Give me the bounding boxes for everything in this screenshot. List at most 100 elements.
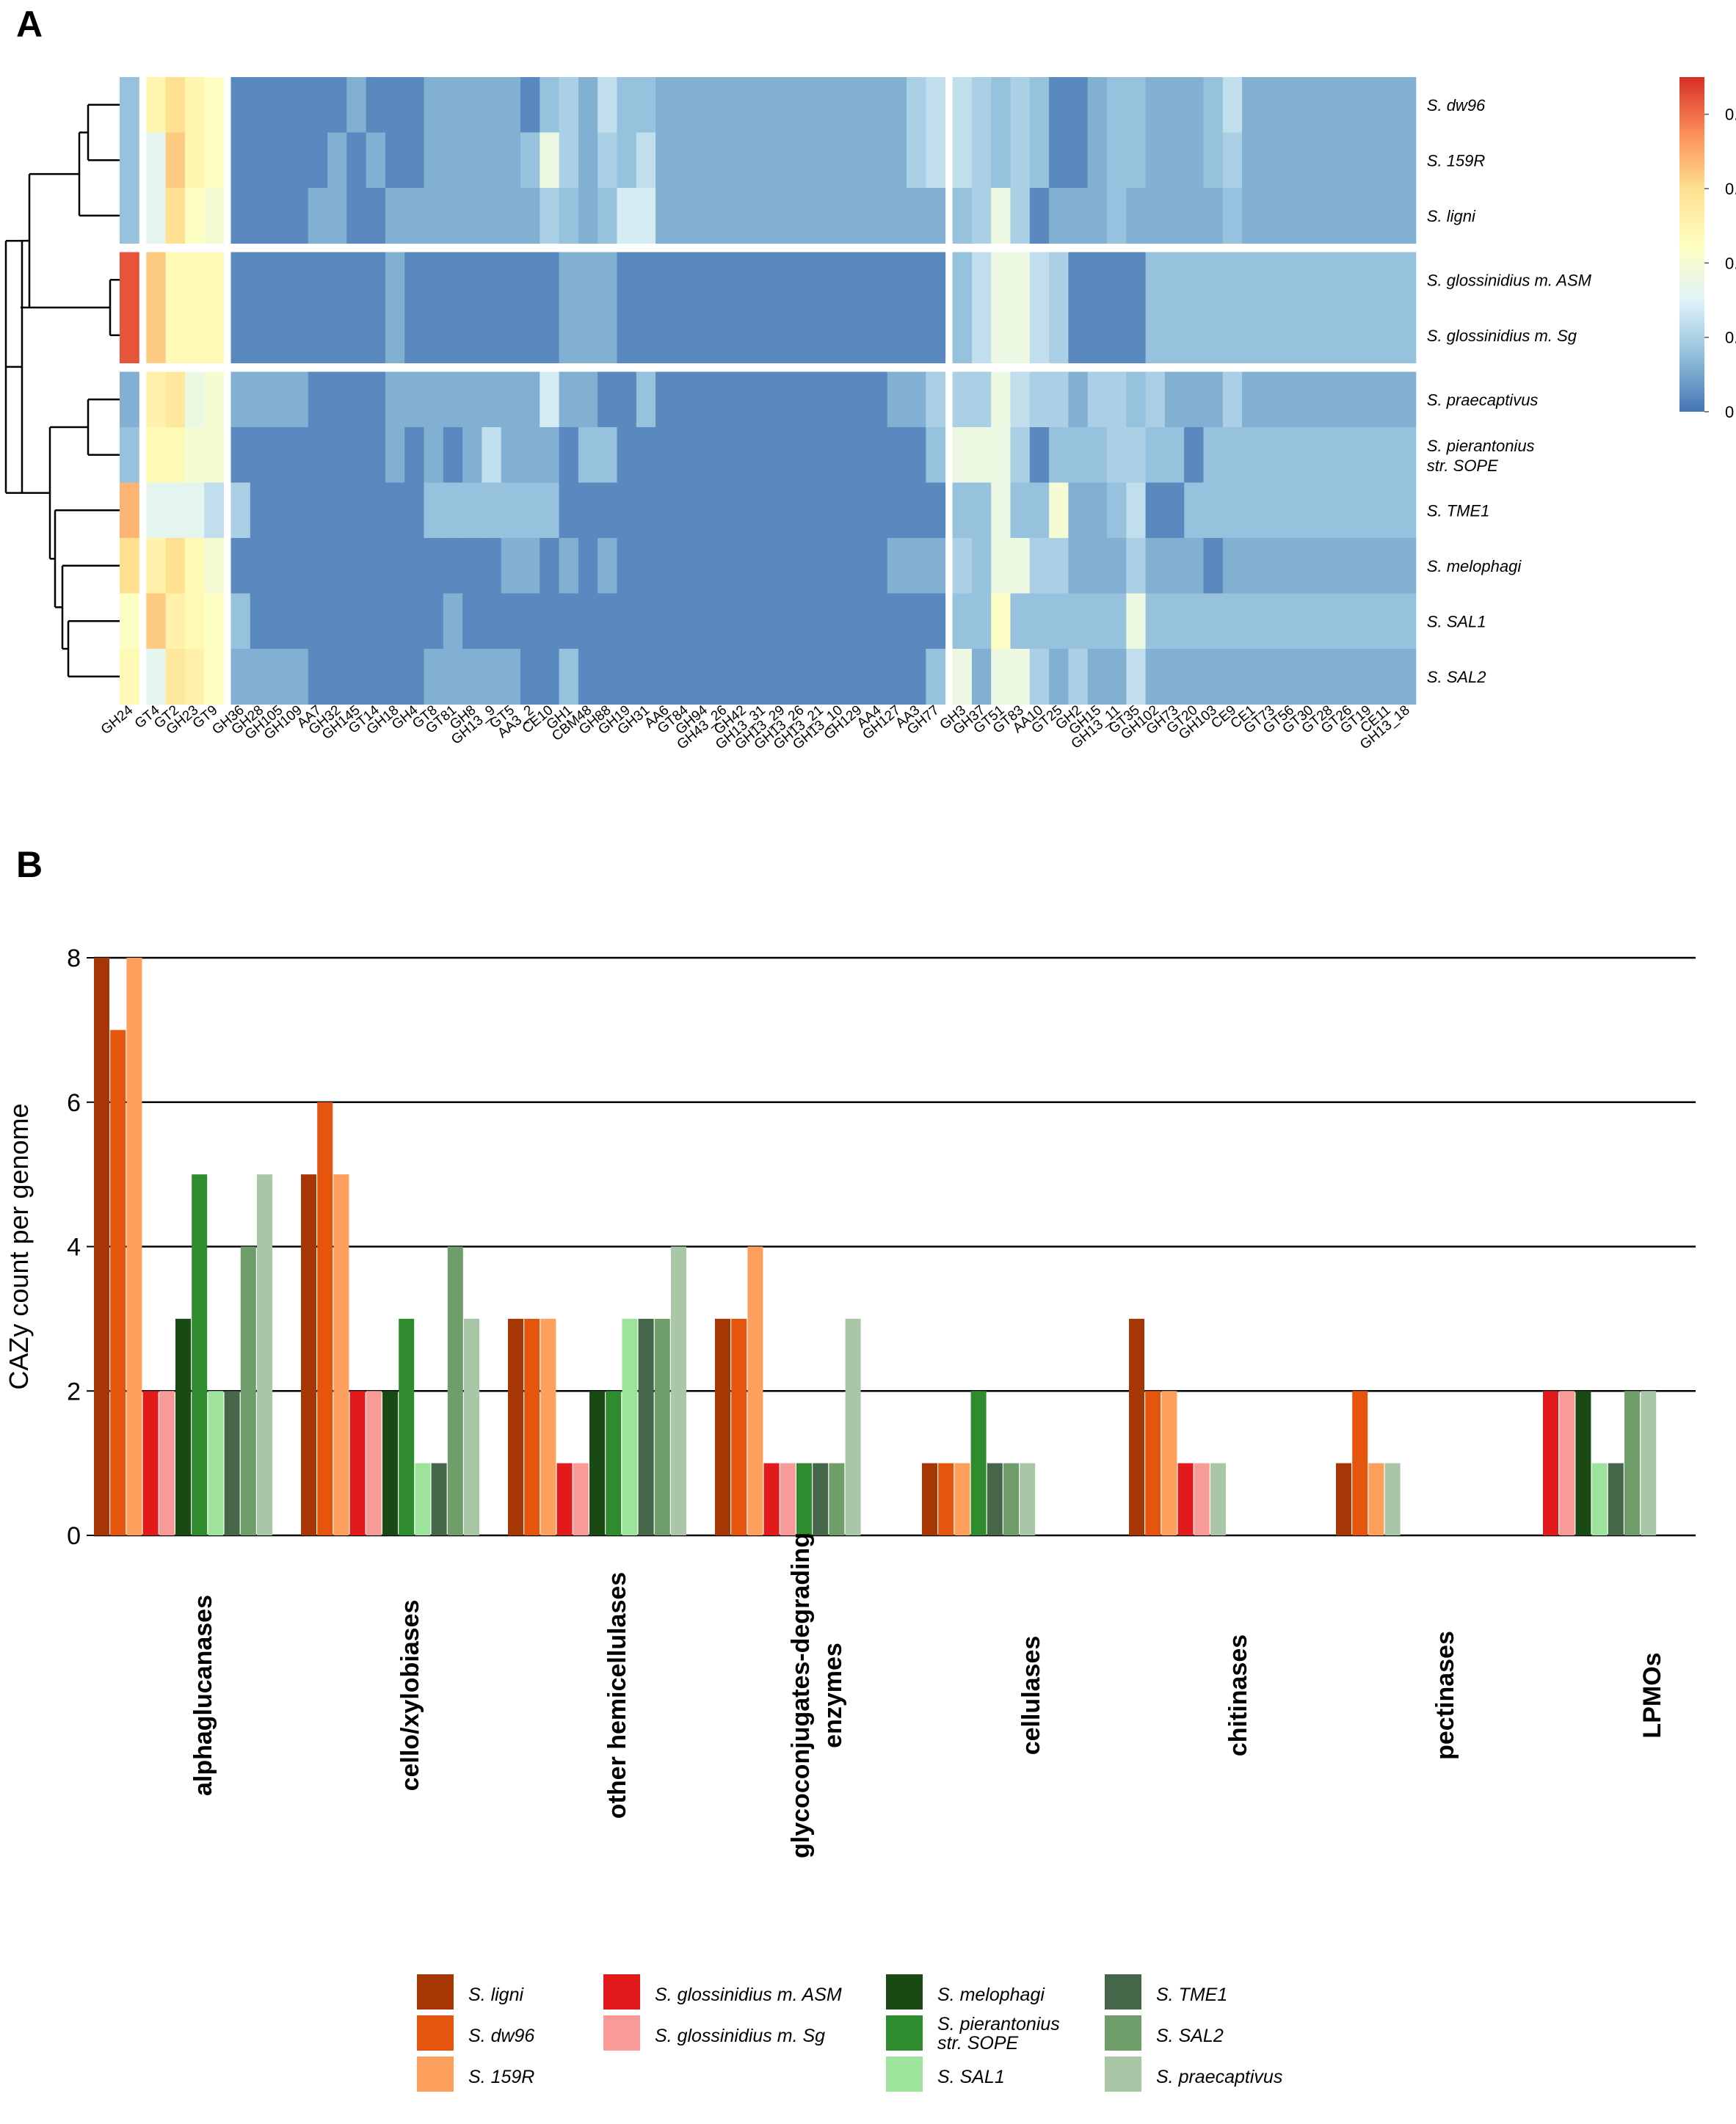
heatmap-cell [269,427,289,483]
bar [813,1463,829,1535]
heatmap-cell [520,649,540,705]
panel-b-label: B [16,844,43,885]
heatmap-cell [308,482,328,539]
heatmap-cell [971,538,992,594]
heatmap-cell [868,252,888,308]
heatmap-cell [443,252,463,308]
heatmap-cell [991,649,1011,705]
heatmap-cell [1338,77,1359,133]
heatmap-cell [752,649,772,705]
heatmap-cell [1164,538,1185,594]
heatmap-cell [146,132,167,189]
heatmap-cell [327,188,347,244]
bar-legend: S. ligni S. dw96 S. 159R S. glossinidius m.… [417,1974,1282,2092]
heatmap-cell [1184,371,1204,428]
bar [715,1318,730,1535]
heatmap-cell [1319,649,1340,705]
heatmap-cell [288,593,309,650]
heatmap-cell [1319,132,1340,189]
bar [1145,1391,1161,1535]
heatmap-cell [165,188,186,244]
heatmap-cell [791,132,810,189]
heatmap-cell [1280,132,1301,189]
heatmap-cell [1261,77,1282,133]
heatmap-cell [250,132,270,189]
x-category-label-line: chitinases [1224,1634,1252,1756]
heatmap-cell [849,308,868,363]
heatmap-cell [385,77,405,133]
heatmap-cell [771,593,791,650]
heatmap-cell [1300,538,1320,594]
heatmap-cell [1222,371,1243,428]
heatmap-cell [269,538,289,594]
heatmap-cell [520,308,540,363]
heatmap-cell [971,132,992,189]
heatmap-cell [1319,482,1340,539]
heatmap-cell [868,538,888,594]
heatmap-cell [482,649,502,705]
heatmap-cell [404,593,424,650]
legend-label-line: S. pierantonius [937,2014,1060,2034]
heatmap-cell [1010,427,1031,483]
heatmap-cell [404,482,424,539]
heatmap-cell [1280,308,1301,363]
x-category-label-line: alphaglucanases [189,1595,217,1796]
heatmap-cell [1107,77,1127,133]
heatmap-cell [520,132,540,189]
heatmap-cell [308,371,328,428]
heatmap-cell [675,427,695,483]
heatmap-cell [887,482,907,539]
bar [954,1463,970,1535]
heatmap-cell [482,427,502,483]
heatmap-cell [617,593,637,650]
heatmap-cell [733,538,753,594]
bar [349,1391,366,1535]
heatmap-cell [598,252,617,308]
heatmap-cell [1126,427,1147,483]
heatmap-cell [1357,427,1378,483]
heatmap-cell [443,308,463,363]
heatmap-cell [1300,427,1320,483]
heatmap-cell [184,132,205,189]
heatmap-cell [1261,188,1282,244]
heatmap-cell [952,482,973,539]
heatmap-cell [636,77,656,133]
heatmap-cell [184,371,205,428]
heatmap-cell [1184,308,1204,363]
heatmap-cell [462,593,482,650]
heatmap-cell [1203,252,1224,308]
heatmap-cell [1357,649,1378,705]
legend-swatch [603,2015,640,2051]
heatmap-cell [952,593,973,650]
heatmap-cell [1203,132,1224,189]
heatmap-cell [713,427,733,483]
heatmap-cell [1222,77,1243,133]
heatmap-cell [165,427,186,483]
heatmap-cell [926,188,946,244]
heatmap-cell [1107,482,1127,539]
bar [606,1391,622,1535]
heatmap-cell [1300,308,1320,363]
heatmap-cell [636,252,656,308]
heatmap-cell [829,308,849,363]
heatmap-cell [1107,252,1127,308]
heatmap-cell [1242,482,1262,539]
heatmap-cell [1145,538,1166,594]
heatmap-cell [1357,77,1378,133]
heatmap-cell [366,308,386,363]
heatmap-cell [1261,593,1282,650]
legend-swatch [1105,2015,1141,2051]
heatmap-cell [1184,427,1204,483]
heatmap-cell [578,188,598,244]
heatmap-row-label-line: S. ligni [1427,207,1476,225]
heatmap-cell [675,371,695,428]
heatmap-cell [327,427,347,483]
heatmap-cell [424,308,444,363]
heatmap-cell [1145,593,1166,650]
heatmap-cell [482,593,502,650]
heatmap-cell [1242,132,1262,189]
heatmap-cell [991,482,1011,539]
heatmap-cell [520,188,540,244]
heatmap-cell [1068,649,1089,705]
heatmap-cell [1126,188,1147,244]
